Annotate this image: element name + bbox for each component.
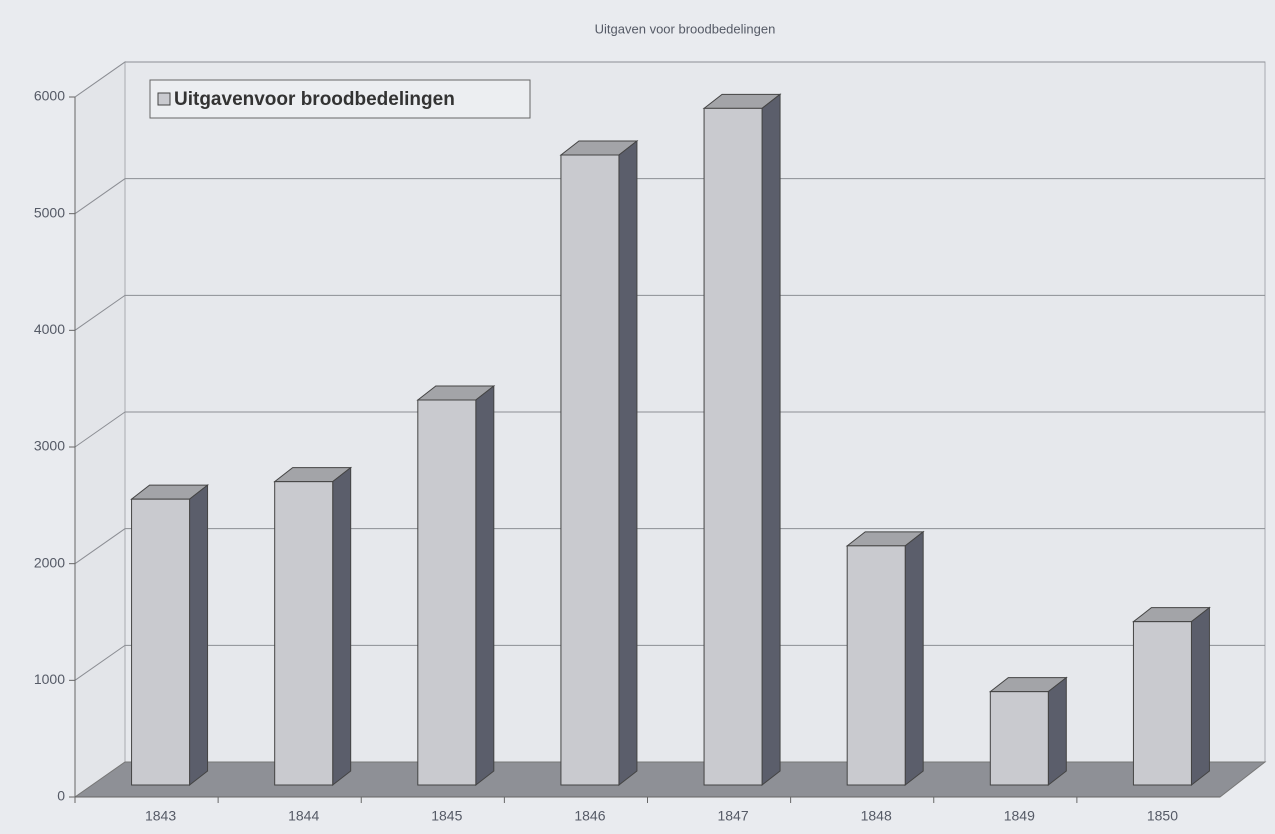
- y-tick-label: 4000: [34, 321, 65, 337]
- grid-line: [74, 178, 1265, 215]
- y-tick-label: 6000: [34, 88, 65, 104]
- bar-side: [1190, 606, 1210, 787]
- bar: [988, 676, 1068, 787]
- x-tick-label: 1845: [431, 808, 462, 824]
- bar-side: [618, 139, 638, 787]
- bar: [416, 384, 496, 787]
- legend-label: Uitgavenvoor broodbedelingen: [174, 89, 455, 110]
- bar-front: [989, 691, 1049, 786]
- bar: [845, 530, 925, 787]
- x-tick-label: 1846: [574, 808, 605, 824]
- bar-front: [703, 107, 763, 786]
- bar: [1131, 606, 1211, 787]
- y-tick-label: 0: [57, 788, 65, 804]
- bar-side: [189, 484, 209, 787]
- chart-title: Uitgaven voor broodbedelingen: [595, 21, 776, 36]
- bar-front: [274, 481, 334, 786]
- bar-front: [1132, 621, 1192, 786]
- x-tick-label: 1848: [861, 808, 892, 824]
- grid-line: [74, 61, 1265, 98]
- bar-side: [761, 93, 781, 787]
- grid-line: [74, 294, 1265, 331]
- x-tick-label: 1844: [288, 808, 319, 824]
- x-tick-label: 1850: [1147, 808, 1178, 824]
- y-tick-label: 1000: [34, 671, 65, 687]
- legend-box: [149, 79, 531, 119]
- bar-side: [904, 530, 924, 787]
- bar-front: [417, 399, 477, 786]
- bar: [559, 139, 639, 787]
- x-tick-label: 1849: [1004, 808, 1035, 824]
- bar-side: [475, 384, 495, 787]
- floor: [73, 761, 1267, 798]
- legend-swatch: [157, 92, 171, 106]
- y-tick-label: 5000: [34, 204, 65, 220]
- x-tick-label: 1847: [717, 808, 748, 824]
- grid-line: [74, 528, 1265, 565]
- bar: [273, 466, 353, 787]
- y-tick-label: 3000: [34, 438, 65, 454]
- bar-side: [1047, 676, 1067, 787]
- bar-front: [131, 498, 191, 786]
- bar: [702, 93, 782, 787]
- bar: [130, 484, 210, 787]
- x-tick-label: 1843: [145, 808, 176, 824]
- y-tick-label: 2000: [34, 554, 65, 570]
- bar-front: [846, 545, 906, 786]
- bar-side: [332, 466, 352, 787]
- bar-front: [560, 154, 620, 786]
- grid-line: [74, 411, 1265, 448]
